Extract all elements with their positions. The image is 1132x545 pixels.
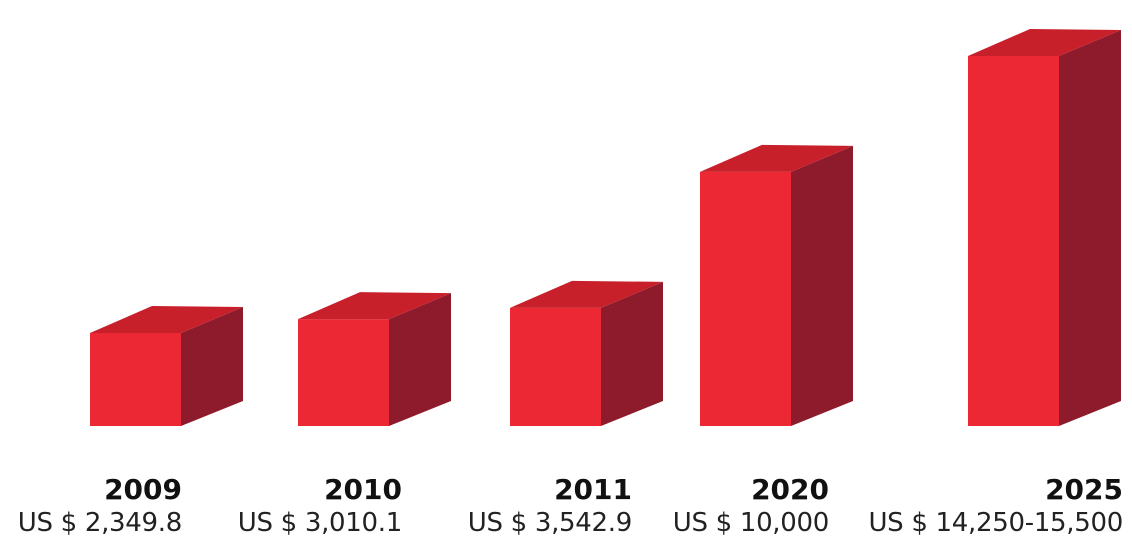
category-label: 2020	[751, 473, 829, 506]
value-label: US $ 14,250-15,500	[868, 508, 1123, 538]
value-label: US $ 3,542.9	[467, 508, 633, 538]
bar-side-2009	[181, 307, 243, 426]
bar-front-2009	[90, 333, 181, 426]
value-label: US $ 2,349.8	[17, 508, 183, 538]
category-label: 2010	[324, 473, 402, 506]
bar-side-2011	[601, 281, 663, 426]
bar-top-2020	[700, 144, 853, 172]
bar-front-2010	[298, 319, 389, 426]
value-label: US $ 10,000	[672, 508, 830, 538]
category-label: 2025	[1045, 473, 1123, 506]
category-label: 2009	[104, 473, 182, 506]
category-label: 2011	[554, 473, 632, 506]
bar-side-2020	[791, 145, 853, 426]
value-label: US $ 3,010.1	[237, 508, 403, 538]
bar-top-2010	[298, 292, 451, 320]
bar-front-2020	[700, 171, 791, 426]
bar-front-2011	[510, 307, 601, 426]
bar-side-2010	[389, 293, 451, 426]
bar-front-2025	[968, 56, 1059, 426]
bar-top-2009	[90, 306, 243, 333]
bar-top-2011	[510, 280, 663, 308]
bar-top-2025	[968, 29, 1121, 56]
bar-side-2025	[1059, 30, 1121, 426]
